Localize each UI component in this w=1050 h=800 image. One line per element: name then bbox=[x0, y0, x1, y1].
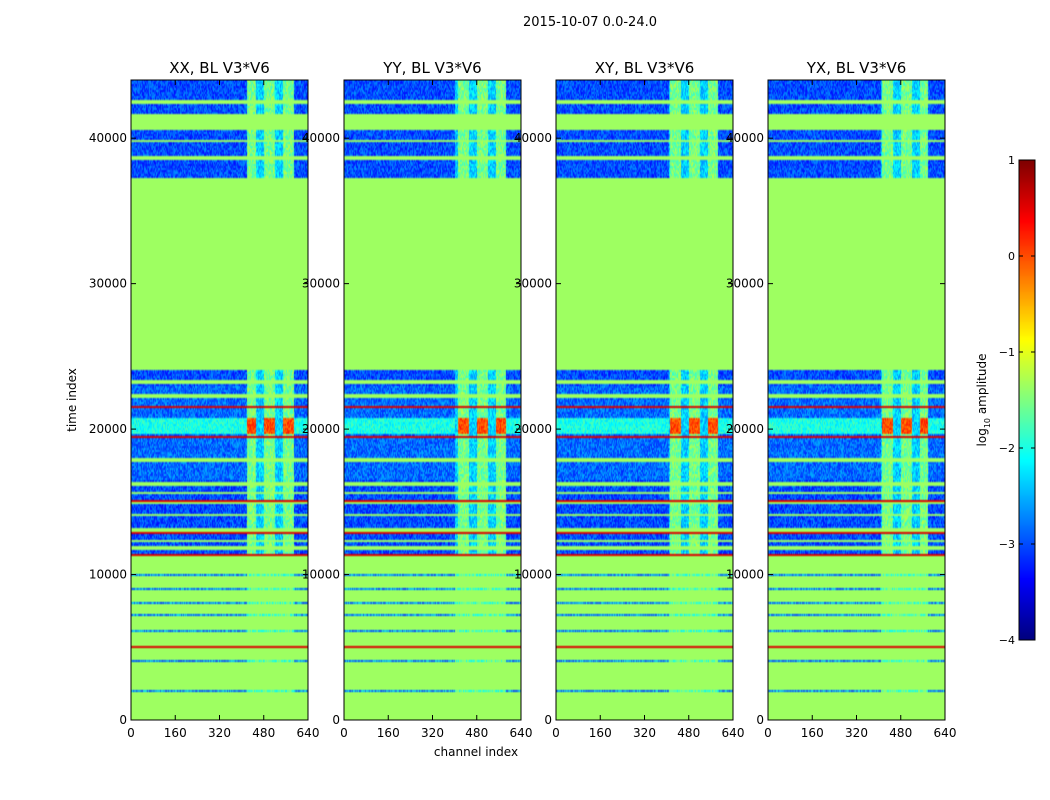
panel-3: YX, BL V3*V6 0 160 320 480 640 0 10000 20000 3000… bbox=[726, 59, 957, 740]
y-tick-label: 30000 bbox=[726, 277, 764, 291]
x-tick-label: 640 bbox=[722, 726, 745, 740]
y-tick-label: 20000 bbox=[726, 422, 764, 436]
y-tick-label: 10000 bbox=[514, 568, 552, 582]
y-tick-label: 10000 bbox=[89, 568, 127, 582]
panels: XX, BL V3*V6 0 160 320 480 640 0 10000 20000 3000… bbox=[89, 59, 957, 740]
colorbar-gradient bbox=[1019, 160, 1035, 640]
x-tick-label: 0 bbox=[340, 726, 348, 740]
y-tick-label: 40000 bbox=[302, 131, 340, 145]
panel-title: XY, BL V3*V6 bbox=[595, 59, 695, 77]
panel-title: YY, BL V3*V6 bbox=[382, 59, 481, 77]
x-axis-label: channel index bbox=[434, 745, 518, 759]
y-tick-label: 10000 bbox=[726, 568, 764, 582]
panel-1: YY, BL V3*V6 0 160 320 480 640 0 10000 20000 3000… bbox=[302, 59, 533, 740]
colorbar-tick-label: −2 bbox=[999, 442, 1015, 455]
x-tick-label: 320 bbox=[421, 726, 444, 740]
y-tick-label: 0 bbox=[756, 713, 764, 727]
colorbar-tick-label: −4 bbox=[999, 634, 1015, 647]
panel-title: YX, BL V3*V6 bbox=[806, 59, 907, 77]
x-tick-label: 480 bbox=[889, 726, 912, 740]
y-axis-label: time index bbox=[65, 368, 79, 432]
x-tick-label: 0 bbox=[764, 726, 772, 740]
heatmap-image bbox=[768, 80, 945, 720]
heatmap-image bbox=[344, 80, 521, 720]
x-tick-label: 480 bbox=[252, 726, 275, 740]
y-tick-label: 20000 bbox=[514, 422, 552, 436]
x-tick-label: 480 bbox=[677, 726, 700, 740]
colorbar-tick-label: 1 bbox=[1008, 154, 1015, 167]
y-tick-label: 0 bbox=[332, 713, 340, 727]
colorbar-tick-label: −3 bbox=[999, 538, 1015, 551]
x-tick-label: 480 bbox=[465, 726, 488, 740]
figure-suptitle: 2015-10-07 0.0-24.0 bbox=[523, 15, 657, 30]
panel-0: XX, BL V3*V6 0 160 320 480 640 0 10000 20000 3000… bbox=[89, 59, 320, 740]
colorbar-label: log10 amplitude bbox=[975, 354, 992, 447]
y-tick-label: 10000 bbox=[302, 568, 340, 582]
heatmap-image bbox=[556, 80, 733, 720]
x-tick-label: 160 bbox=[377, 726, 400, 740]
x-tick-label: 640 bbox=[297, 726, 320, 740]
panel-title: XX, BL V3*V6 bbox=[169, 59, 270, 77]
x-tick-label: 160 bbox=[589, 726, 612, 740]
x-tick-label: 320 bbox=[208, 726, 231, 740]
y-tick-label: 20000 bbox=[302, 422, 340, 436]
y-tick-label: 40000 bbox=[726, 131, 764, 145]
x-tick-label: 0 bbox=[552, 726, 560, 740]
y-tick-label: 40000 bbox=[89, 131, 127, 145]
x-tick-label: 640 bbox=[934, 726, 957, 740]
colorbar: 1 0 −1 −2 −3 −4 log10 amplitude bbox=[975, 154, 1036, 647]
y-tick-label: 40000 bbox=[514, 131, 552, 145]
x-tick-label: 320 bbox=[633, 726, 656, 740]
x-tick-label: 160 bbox=[164, 726, 187, 740]
y-tick-label: 30000 bbox=[89, 277, 127, 291]
y-tick-label: 0 bbox=[119, 713, 127, 727]
y-tick-label: 30000 bbox=[302, 277, 340, 291]
x-tick-label: 160 bbox=[801, 726, 824, 740]
y-tick-label: 20000 bbox=[89, 422, 127, 436]
y-tick-label: 30000 bbox=[514, 277, 552, 291]
x-tick-label: 0 bbox=[127, 726, 135, 740]
heatmap-image bbox=[131, 80, 308, 720]
colorbar-tick-label: 0 bbox=[1008, 250, 1015, 263]
x-tick-label: 640 bbox=[510, 726, 533, 740]
panel-2: XY, BL V3*V6 0 160 320 480 640 0 10000 20000 3000… bbox=[514, 59, 745, 740]
colorbar-frame bbox=[1018, 159, 1036, 641]
colorbar-tick-label: −1 bbox=[999, 346, 1015, 359]
y-tick-label: 0 bbox=[544, 713, 552, 727]
x-tick-label: 320 bbox=[845, 726, 868, 740]
